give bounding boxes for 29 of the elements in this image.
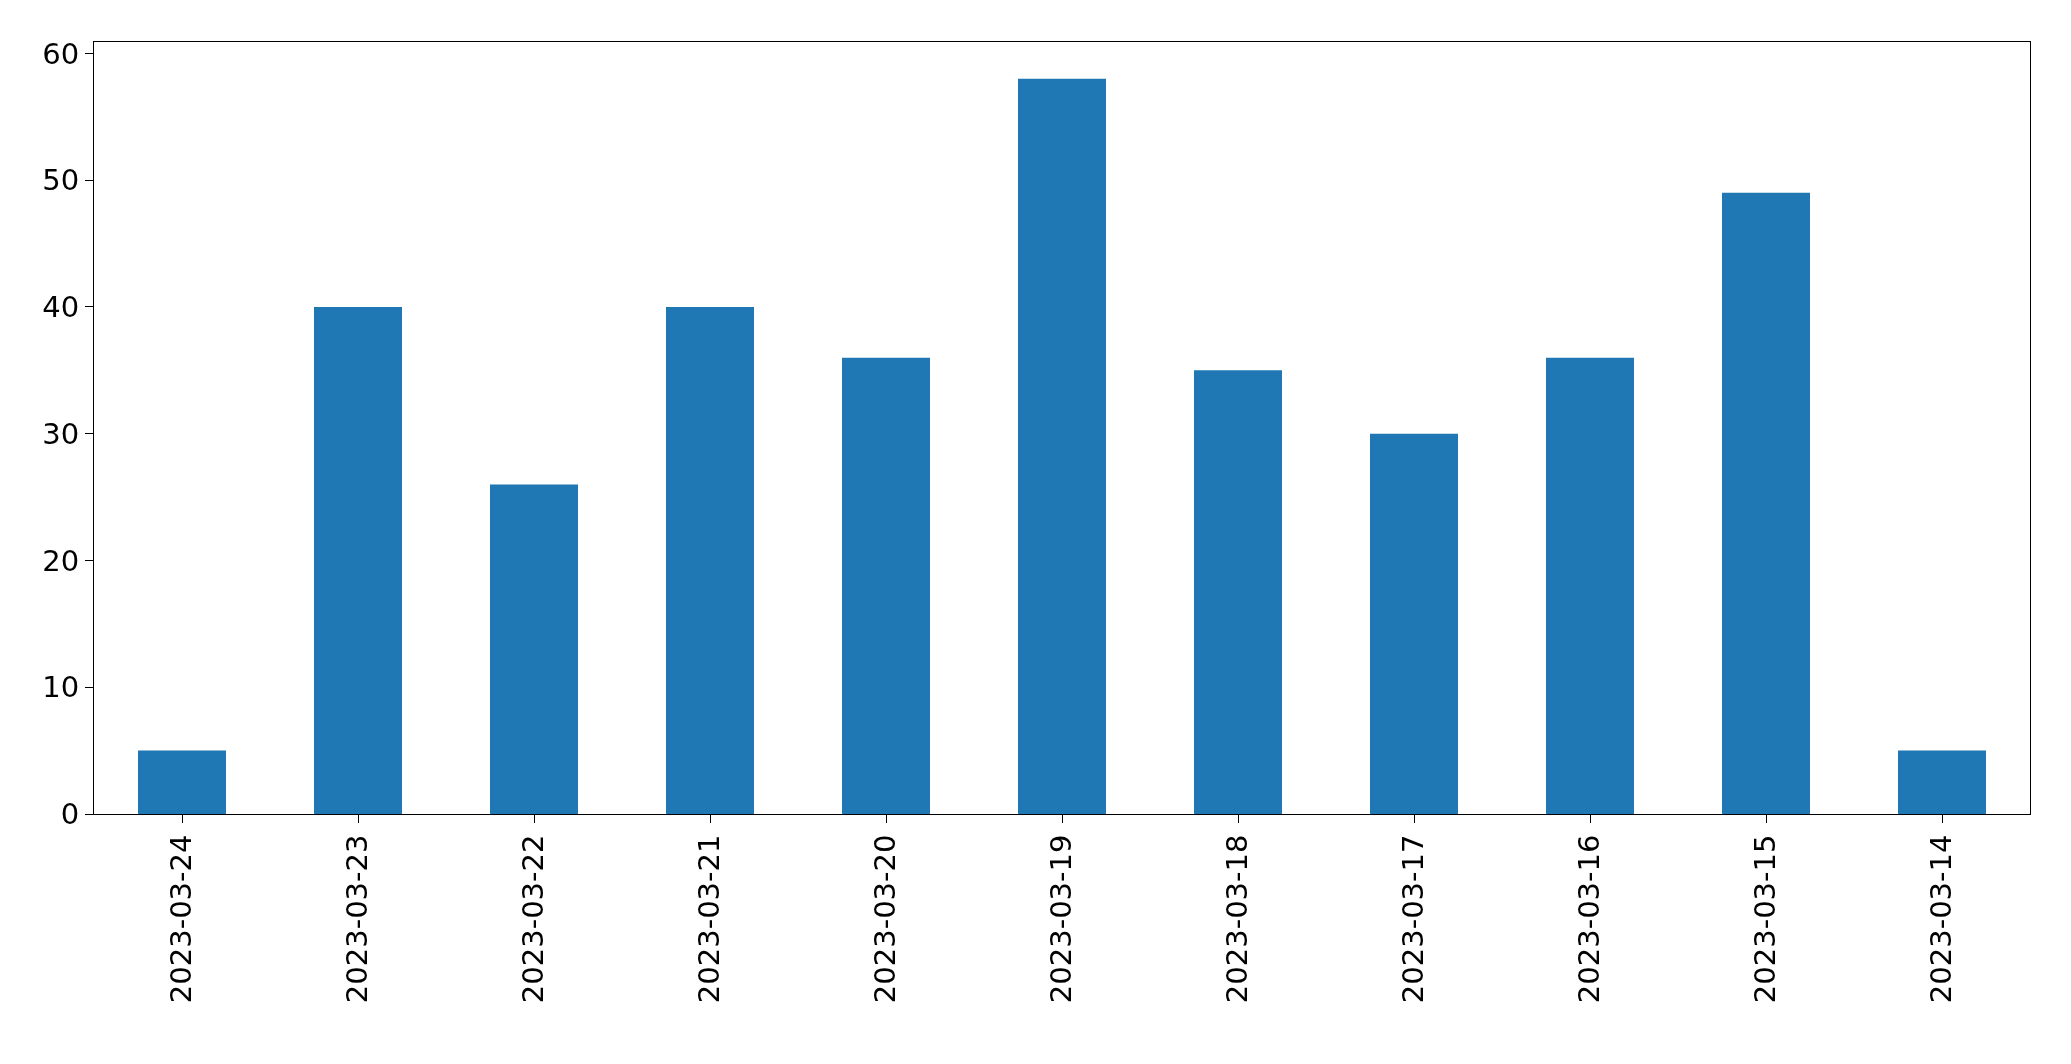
x-tick-label: 2023-03-23 [340, 834, 375, 1004]
bar [1898, 750, 1986, 814]
x-tick-label: 2023-03-15 [1748, 834, 1783, 1004]
bar [490, 484, 578, 814]
y-tick-label: 0 [60, 797, 80, 832]
y-tick-label: 10 [42, 670, 80, 705]
x-tick-label: 2023-03-20 [868, 834, 903, 1004]
x-tick-label: 2023-03-19 [1044, 834, 1079, 1004]
bar [1018, 78, 1106, 814]
y-tick-label: 50 [42, 163, 80, 198]
bar [842, 357, 930, 814]
bar [1722, 192, 1810, 814]
bar [666, 306, 754, 814]
x-tick-label: 2023-03-22 [516, 834, 551, 1004]
bar [1546, 357, 1634, 814]
bar [1194, 370, 1282, 814]
x-tick-label: 2023-03-24 [164, 834, 199, 1004]
x-tick-label: 2023-03-14 [1924, 834, 1959, 1004]
bar [1370, 433, 1458, 814]
y-tick-label: 30 [42, 416, 80, 451]
y-tick-label: 20 [42, 543, 80, 578]
x-tick-label: 2023-03-21 [692, 834, 727, 1004]
bar [314, 306, 402, 814]
y-tick-label: 60 [42, 36, 80, 71]
x-tick-label: 2023-03-18 [1220, 834, 1255, 1004]
x-tick-label: 2023-03-16 [1572, 834, 1607, 1004]
y-tick-label: 40 [42, 290, 80, 325]
x-tick-label: 2023-03-17 [1396, 834, 1431, 1004]
bar [138, 750, 226, 814]
